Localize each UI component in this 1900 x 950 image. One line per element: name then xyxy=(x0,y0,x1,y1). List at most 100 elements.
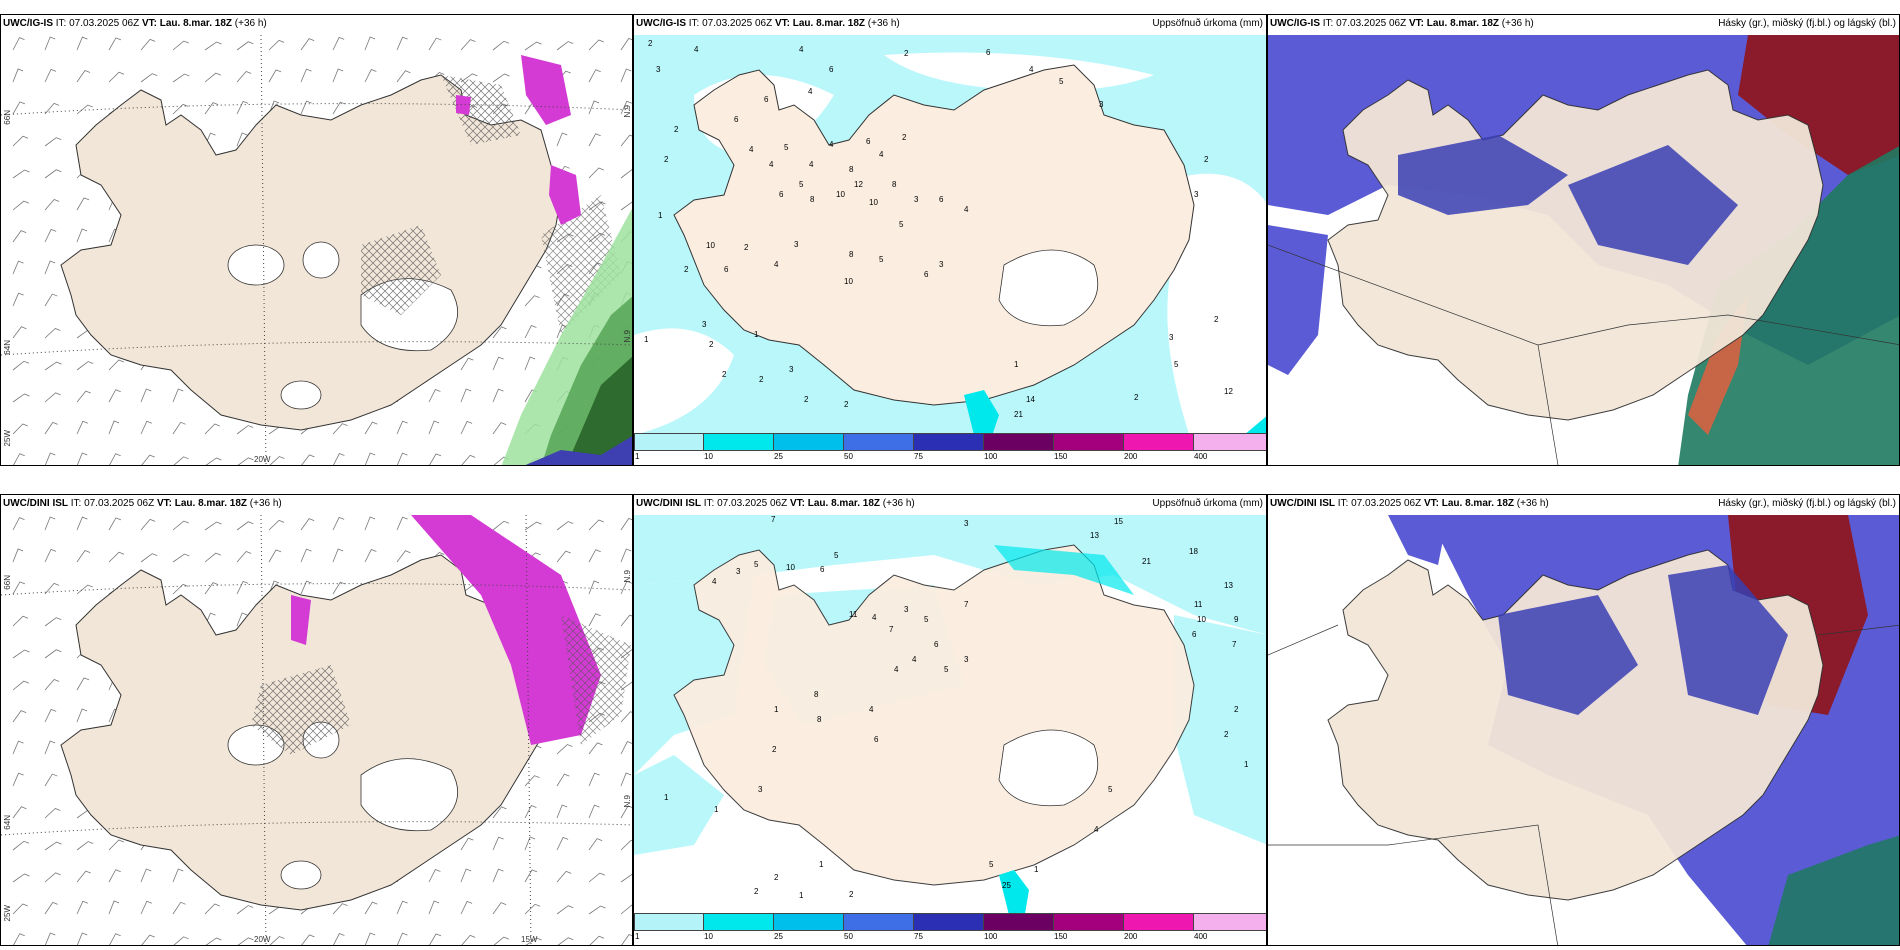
wind-barb xyxy=(76,516,88,531)
wind-barb xyxy=(332,516,345,531)
init-time: IT: 07.03.2025 06Z xyxy=(1337,498,1422,509)
wind-barb xyxy=(556,521,574,531)
map-wind-precip xyxy=(1,35,632,465)
panel-variable: Hásky (gr.), miðský (fj.bl.) og lágský (… xyxy=(1718,18,1896,29)
wind-barb xyxy=(13,933,25,945)
legend-tick: 50 xyxy=(844,452,853,461)
wind-barb xyxy=(108,551,125,563)
wind-barb xyxy=(108,517,122,531)
lead-time: (+36 h) xyxy=(234,18,267,29)
wind-barb xyxy=(76,677,90,691)
wind-barb xyxy=(12,68,24,83)
wind-barb xyxy=(76,420,89,435)
init-time: IT: 07.03.2025 06Z xyxy=(703,498,788,509)
wind-barb xyxy=(332,101,346,115)
legend-swatch xyxy=(1054,913,1124,931)
wind-barb xyxy=(364,69,377,83)
wind-barb xyxy=(364,932,376,945)
precip-value: 3 xyxy=(656,65,661,74)
wind-barb xyxy=(492,806,507,819)
precip-value: 6 xyxy=(939,195,944,204)
legend-tick: 150 xyxy=(1054,932,1068,941)
wind-barb xyxy=(492,73,510,83)
wind-barb xyxy=(588,838,603,851)
precip-legend xyxy=(634,913,1266,931)
panel-dini-clouds: UWC/DINI ISL IT: 07.03.2025 06Z VT: Lau.… xyxy=(1267,494,1900,946)
wind-barb xyxy=(205,457,222,465)
wind-barb xyxy=(12,903,28,915)
precip-value: 3 xyxy=(758,785,763,794)
wind-barb xyxy=(204,72,221,83)
precip-value: 2 xyxy=(709,340,714,349)
precip-value: 5 xyxy=(989,860,994,869)
wind-barb xyxy=(524,41,542,51)
wind-barb xyxy=(492,520,510,531)
wind-barb xyxy=(140,38,156,51)
wind-barb xyxy=(236,41,254,51)
wind-barb xyxy=(12,806,27,819)
precip-value: 2 xyxy=(744,243,749,252)
model-name: UWC/DINI ISL xyxy=(1270,498,1335,509)
wind-barb xyxy=(364,901,378,915)
precip-value: 3 xyxy=(702,320,707,329)
wind-barb xyxy=(460,357,474,371)
wind-barb xyxy=(556,836,569,851)
lon-label-25w: 25W xyxy=(3,430,12,447)
wind-barb xyxy=(44,649,62,659)
precip-value: 6 xyxy=(820,565,825,574)
wind-barb xyxy=(524,521,542,531)
precip-value: 2 xyxy=(902,133,907,142)
legend-swatch xyxy=(704,433,774,451)
wind-barb xyxy=(236,580,249,595)
wind-barb xyxy=(76,932,88,945)
legend-tick: 400 xyxy=(1194,452,1208,461)
wind-barb xyxy=(396,420,408,435)
legend-swatch xyxy=(914,913,984,931)
wind-barb xyxy=(556,132,568,147)
valid-time: Lau. 8.mar. 18Z xyxy=(807,498,881,509)
precip-value: 3 xyxy=(964,519,969,528)
wind-barb xyxy=(76,361,94,371)
legend-swatch xyxy=(774,913,844,931)
lead-time: (+36 h) xyxy=(867,18,900,29)
wind-barb xyxy=(108,389,121,403)
panel-header: UWC/DINI ISL IT: 07.03.2025 06Z VT: Lau.… xyxy=(3,497,282,511)
wind-barb xyxy=(620,904,632,915)
wind-barb xyxy=(12,710,27,723)
precip-value: 7 xyxy=(889,625,894,634)
precip-value: 4 xyxy=(808,87,813,96)
wind-barb xyxy=(12,360,30,371)
precip-value: 18 xyxy=(1189,547,1198,556)
wind-barb xyxy=(620,37,632,51)
precip-value: 25 xyxy=(1002,881,1011,890)
precip-value: 2 xyxy=(772,745,777,754)
legend-swatch xyxy=(1124,433,1194,451)
wind-barb xyxy=(204,423,220,435)
wind-barb xyxy=(76,228,88,243)
wind-barb xyxy=(364,421,378,435)
init-time: IT: 07.03.2025 06Z xyxy=(70,498,155,509)
wind-barb xyxy=(556,744,573,755)
wind-barb xyxy=(76,70,91,83)
precip-value: 5 xyxy=(784,143,789,152)
wind-barb xyxy=(12,680,29,691)
wind-barb xyxy=(492,422,507,435)
map-precip xyxy=(634,515,1266,929)
wind-barb xyxy=(109,933,121,945)
precip-value: 3 xyxy=(1169,333,1174,342)
precip-value: 6 xyxy=(1192,630,1197,639)
wind-barb xyxy=(44,169,62,179)
wind-barb xyxy=(460,420,473,435)
wind-barb xyxy=(269,936,285,945)
wind-barb xyxy=(44,841,62,851)
lon-label-15w: 15W xyxy=(521,935,538,944)
panel-header: UWC/DINI ISL IT: 07.03.2025 06Z VT: Lau.… xyxy=(1270,497,1549,511)
wind-barb xyxy=(428,37,442,51)
wind-barb xyxy=(204,903,220,915)
valid-time: Lau. 8.mar. 18Z xyxy=(1441,498,1515,509)
wind-barb xyxy=(12,135,29,147)
wind-barb xyxy=(332,68,344,83)
wind-barb xyxy=(44,901,58,915)
precip-value: 8 xyxy=(849,250,854,259)
wind-barb xyxy=(236,521,254,531)
